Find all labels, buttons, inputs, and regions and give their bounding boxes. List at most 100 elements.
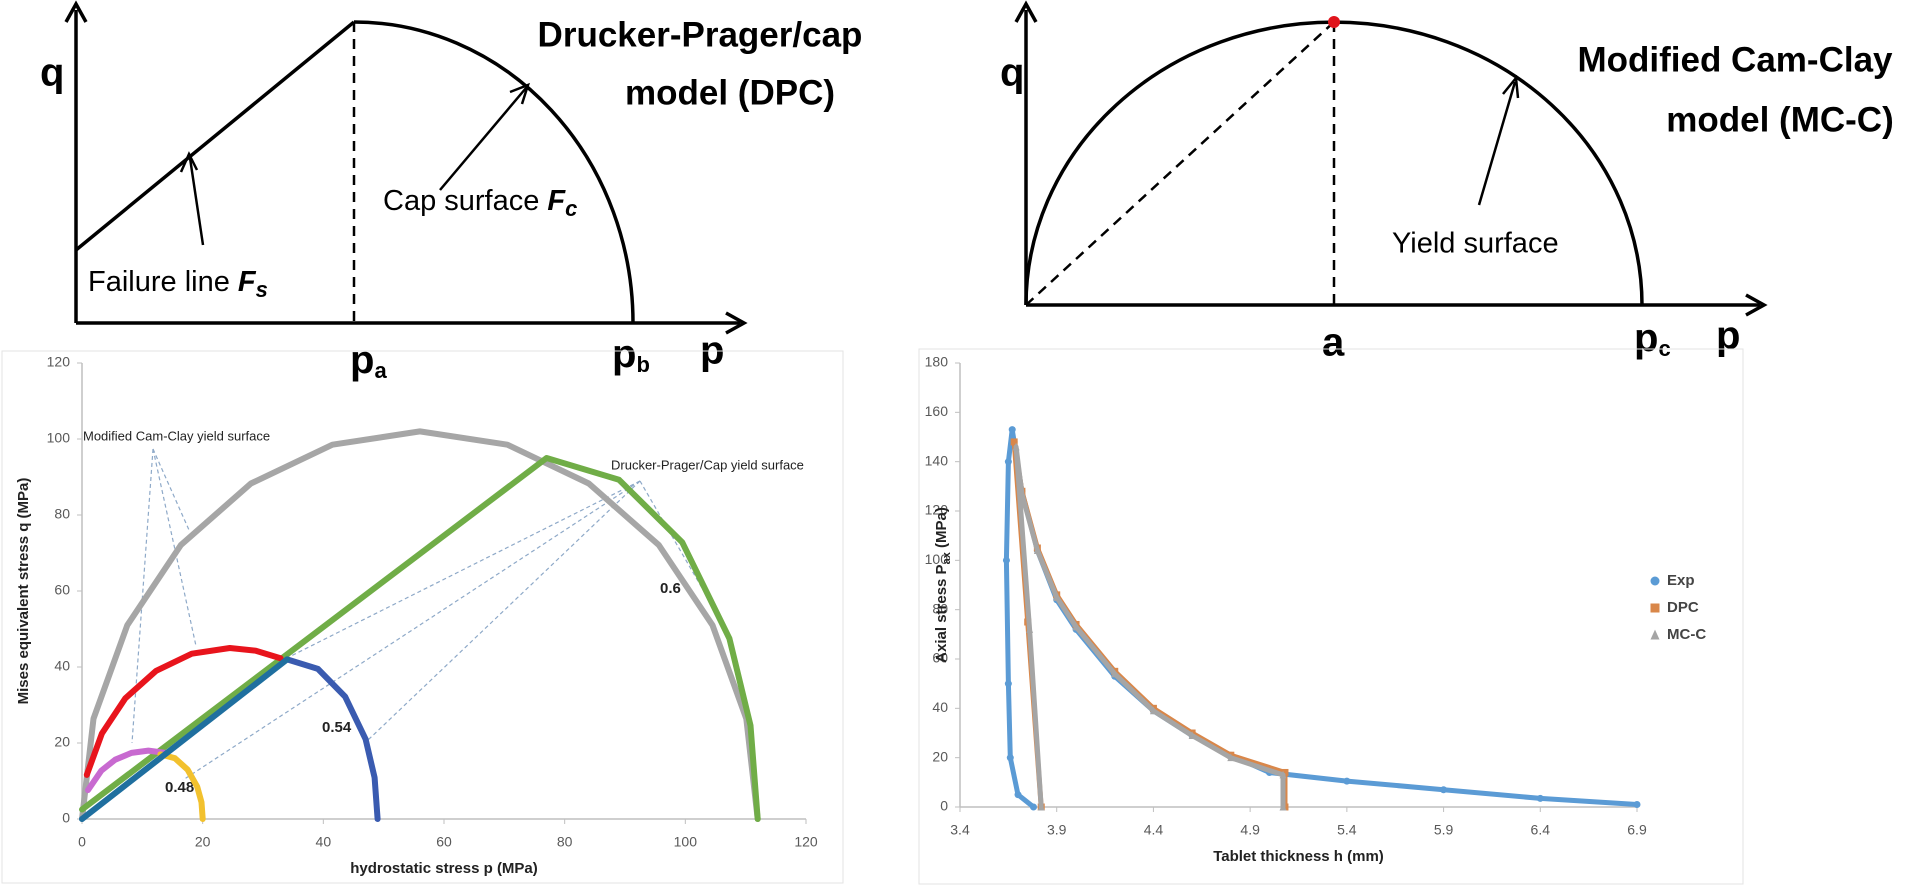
- point-trail: [1013, 444, 1286, 810]
- legend-marker: [1650, 576, 1660, 586]
- annotation: Drucker-Prager/Cap yield surface: [611, 457, 804, 472]
- y-tick-label: 100: [925, 551, 949, 567]
- axis-arrow: [1014, 0, 1038, 23]
- marker: [1279, 770, 1287, 779]
- diagram-title: Drucker-Prager/cap: [538, 15, 863, 54]
- label-symbol: F: [238, 266, 257, 298]
- marker: [1536, 794, 1544, 802]
- point-trail: [1003, 427, 1640, 810]
- marker: [1012, 442, 1020, 451]
- x-tick-label: 3.9: [1047, 822, 1067, 838]
- chart: 0 20 40 60 80 100 120 0 20 40 60 80 100 120 hydrostati…: [15, 354, 818, 877]
- label-subscript: c: [565, 196, 577, 221]
- marker: [1111, 669, 1119, 678]
- y-tick-label: 0: [940, 798, 948, 814]
- marker: [1033, 546, 1041, 554]
- marker: [1440, 786, 1448, 794]
- pointer-arrow: [439, 87, 527, 191]
- pointer-arrow: [188, 157, 205, 246]
- legend-marker: [1650, 603, 1660, 613]
- pointer-arrow-head: [1502, 74, 1520, 99]
- x-tick-label: 6.4: [1531, 822, 1551, 838]
- y-tick-label: 20: [54, 734, 70, 750]
- marker: [1227, 753, 1235, 762]
- label-unit: (MPa): [933, 507, 950, 552]
- cap-surface: [353, 20, 635, 324]
- failure-line: [74, 20, 356, 252]
- marker: [1343, 777, 1351, 785]
- chart: 3.4 3.9 4.4 4.9 5.4 5.9 6.4 6.9 0 20 40 60 80 100 120 1…: [925, 354, 1707, 865]
- legend-marker: [1650, 629, 1660, 640]
- curve: [83, 645, 284, 778]
- mcc-diagram: [1014, 0, 1768, 317]
- curve: [85, 747, 169, 794]
- label-text: Failure line: [88, 266, 238, 298]
- marker: [1633, 801, 1641, 809]
- diagram-title: model (DPC): [625, 73, 835, 112]
- marker: [1002, 556, 1010, 564]
- diagram-title: model (MC-C): [1666, 100, 1893, 139]
- marker: [1006, 754, 1014, 762]
- marker: [1018, 489, 1026, 498]
- marker: [1281, 768, 1289, 776]
- dpc-diagram: [64, 0, 748, 335]
- axis-label: q: [40, 51, 64, 95]
- y-tick-label: 0: [62, 810, 70, 826]
- pointer: [152, 448, 190, 531]
- label-main: Axial stress P: [933, 564, 950, 662]
- critical-point: [1328, 16, 1340, 28]
- x-tick-label: 40: [316, 834, 332, 850]
- y-tick-label: 100: [47, 430, 71, 446]
- curve: [79, 455, 761, 822]
- y-axis-label: Axial stress Pax (MPa): [933, 507, 953, 663]
- chart-frame: [918, 348, 1744, 885]
- y-tick-label: 120: [47, 354, 71, 370]
- ratio-label: 0.6: [660, 580, 681, 597]
- pointer: [366, 480, 641, 742]
- x-tick-label: 5.4: [1337, 822, 1357, 838]
- y-axis-label: Mises equivalent stress q (MPa): [15, 478, 32, 705]
- pointer: [152, 448, 197, 647]
- marker: [1004, 458, 1012, 466]
- annotation-pointers: [131, 448, 710, 781]
- label-subscript: ax: [941, 551, 953, 564]
- y-tick-label: 160: [925, 403, 949, 419]
- x-tick-label: 80: [557, 834, 573, 850]
- x-tick-label: 0: [78, 834, 86, 850]
- point-label: a: [1322, 321, 1345, 365]
- curve: [79, 656, 291, 822]
- x-tick-label: 6.9: [1627, 822, 1647, 838]
- y-tick-label: 120: [925, 502, 949, 518]
- marker: [1072, 622, 1080, 631]
- label-symbol: F: [547, 185, 566, 217]
- point-label: pb: [612, 332, 650, 377]
- marker: [1279, 802, 1287, 811]
- label-subscript: a: [374, 358, 387, 383]
- y-tick-label: 140: [925, 452, 949, 468]
- y-tick-label: 40: [54, 658, 70, 674]
- x-tick-label: 60: [436, 834, 452, 850]
- axis-label: p: [1716, 314, 1740, 358]
- ratio-label: 0.48: [165, 779, 194, 796]
- y-tick-label: 80: [932, 600, 948, 616]
- legend-label: MC-C: [1667, 626, 1706, 643]
- label-symbol: p: [350, 338, 374, 382]
- x-tick-label: 5.9: [1434, 822, 1454, 838]
- marker: [1053, 593, 1061, 601]
- x-axis-label: hydrostatic stress p (MPa): [350, 860, 538, 877]
- ratio-label: 0.54: [322, 719, 352, 736]
- point-label: pa: [350, 338, 387, 383]
- label-subscript: c: [1658, 336, 1670, 361]
- x-tick-label: 20: [195, 834, 211, 850]
- axis-arrow: [1745, 293, 1768, 317]
- failure-label: Failure line Fs: [88, 266, 268, 302]
- label-symbol: p: [612, 332, 636, 376]
- legend-label: Exp: [1667, 572, 1695, 589]
- pointer: [131, 448, 154, 744]
- legend-label: DPC: [1667, 599, 1699, 616]
- axis-arrow: [64, 0, 88, 23]
- point-label: pc: [1634, 316, 1671, 361]
- marker: [1149, 706, 1157, 715]
- pointer-arrow-head: [509, 82, 530, 105]
- pointer: [182, 480, 641, 781]
